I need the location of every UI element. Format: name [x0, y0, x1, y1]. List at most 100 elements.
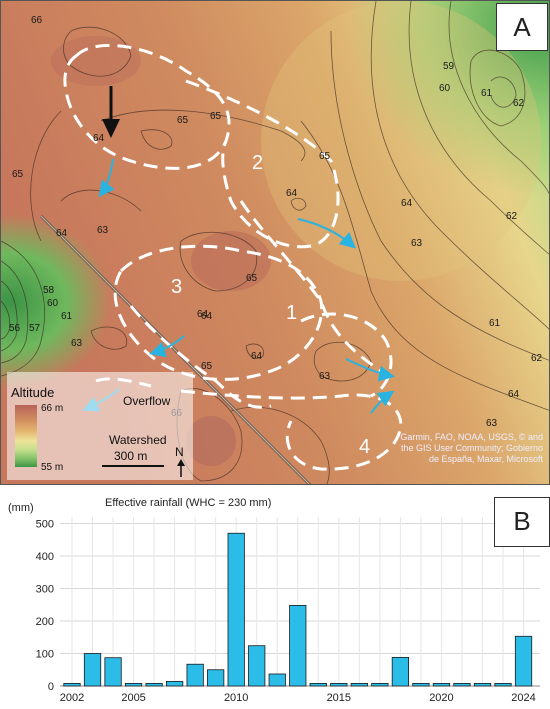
chart-ylabel: (mm) [8, 502, 34, 514]
contour-label: 64 [197, 309, 209, 320]
chart-bar-2008 [186, 663, 204, 687]
legend-min-label: 55 m [41, 462, 64, 473]
contour-label: 65 [210, 111, 222, 122]
contour-label: 63 [97, 225, 109, 236]
chart-bar-2016 [350, 682, 368, 687]
chart-bar-2002 [63, 682, 81, 687]
chart-bar-2024 [514, 635, 533, 687]
scale-bar [102, 465, 164, 467]
contour-label: 60 [439, 83, 451, 94]
legend-title: Altitude [11, 385, 55, 400]
contour-label: 64 [286, 188, 298, 199]
altitude-map: 1 2 3 4 66 65 65 65 65 64 64 64 64 64 64… [1, 1, 549, 484]
chart-bar-2010 [227, 532, 245, 687]
chart-x-tick-label: 2020 [429, 692, 453, 704]
watershed-label: Watershed [109, 433, 167, 447]
north-arrow-label: N [175, 445, 184, 459]
chart-y-tick-label: 300 [36, 584, 54, 596]
chart-bar-2023 [494, 682, 512, 687]
contour-label: 64 [56, 228, 68, 239]
road [39, 214, 312, 484]
contour-label: 61 [489, 318, 501, 329]
chart-bar-2007 [166, 681, 184, 687]
chart-x-tick-label: 2002 [60, 692, 84, 704]
map-panel: 1 2 3 4 66 65 65 65 65 64 64 64 64 64 64… [0, 0, 550, 485]
rainfall-bar-chart: (mm) Effective rainfall (WHC = 230 mm) 0… [8, 497, 540, 704]
contour-label: 64 [508, 389, 520, 400]
chart-y-tick-label: 400 [36, 551, 54, 563]
chart-x-tick-label: 2024 [511, 692, 535, 704]
chart-bar-2012 [268, 673, 286, 687]
inflow-arrow [102, 86, 120, 138]
contour-label: 65 [201, 361, 213, 372]
chart-bar-2018 [391, 656, 409, 687]
chart-x-tick-label: 2010 [224, 692, 248, 704]
chart-bar-2004 [104, 657, 122, 687]
contour-label: 63 [319, 371, 331, 382]
chart-bar-2019 [412, 682, 430, 687]
contour-label: 63 [71, 338, 83, 349]
chart-bar-2021 [453, 682, 471, 687]
overflow-label: Overflow [123, 394, 171, 408]
chart-y-tick-label: 100 [36, 649, 54, 661]
contour-label: 58 [43, 285, 55, 296]
chart-bar-2015 [330, 682, 348, 687]
chart-bar-2013 [289, 605, 307, 687]
contour-label: 62 [506, 211, 518, 222]
map-attribution: Garmin, FAO, NOAA, USGS, © and the GIS U… [400, 432, 543, 464]
contour-labels: 66 65 65 65 65 64 64 64 64 64 64 64 63 6… [9, 15, 543, 429]
panel-label-a: A [496, 3, 548, 51]
chart-y-tick-label: 500 [36, 519, 54, 531]
watershed-number-2: 2 [252, 152, 263, 174]
chart-bar-2017 [371, 682, 389, 687]
terrain-high-north [51, 36, 141, 86]
legend-box [7, 372, 193, 480]
terrain-high-center [191, 231, 271, 291]
altitude-color-ramp [15, 405, 37, 467]
chart-bar-2003 [83, 653, 102, 687]
contour-label: 59 [443, 61, 455, 72]
chart-title: Effective rainfall (WHC = 230 mm) [105, 497, 271, 509]
chart-bar-2005 [124, 682, 143, 687]
scale-label: 300 m [114, 449, 148, 463]
chart-y-ticks: 0 100 200 300 400 500 [36, 519, 54, 694]
watershed-number-3: 3 [171, 276, 182, 298]
contour-label: 62 [513, 98, 525, 109]
contour-label: 65 [12, 169, 24, 180]
chart-bar-2009 [207, 669, 225, 687]
watershed-number-1: 1 [286, 302, 297, 324]
chart-bar-2022 [473, 682, 492, 687]
contour-label: 61 [61, 311, 73, 322]
terrain-high-south [186, 416, 236, 466]
contour-label: 66 [31, 15, 43, 26]
contour-label: 63 [411, 238, 423, 249]
contour-lines [1, 1, 549, 484]
contour-label: 62 [531, 353, 543, 364]
contour-label: 64 [251, 351, 263, 362]
contour-label: 65 [246, 273, 258, 284]
contour-label: 63 [486, 418, 498, 429]
contour-label: 56 [9, 323, 21, 334]
contour-label: 64 [93, 133, 105, 144]
chart-x-tick-label: 2015 [327, 692, 351, 704]
chart-x-tick-label: 2005 [121, 692, 145, 704]
panel-label-b: B [494, 497, 550, 547]
chart-bar-2006 [145, 682, 163, 687]
terrain-slope [261, 1, 541, 281]
chart-bar-2011 [248, 645, 266, 687]
chart-x-ticks: 2002 2005 2010 2015 2020 2024 [60, 692, 536, 704]
contour-label: 64 [201, 311, 213, 322]
legend-max-label: 66 m [41, 403, 64, 414]
contour-label: 60 [47, 298, 59, 309]
chart-bars [63, 532, 533, 687]
contour-label: 65 [177, 115, 189, 126]
chart-y-tick-label: 200 [36, 616, 54, 628]
watershed-number-4: 4 [359, 436, 370, 458]
chart-bar-2020 [432, 682, 451, 687]
chart-y-tick-label: 0 [48, 681, 54, 693]
contour-label: 64 [401, 198, 413, 209]
contour-label: 65 [319, 151, 331, 162]
watershed-boundaries [63, 43, 403, 471]
contour-label: 61 [481, 88, 493, 99]
north-arrow-icon [177, 459, 185, 477]
